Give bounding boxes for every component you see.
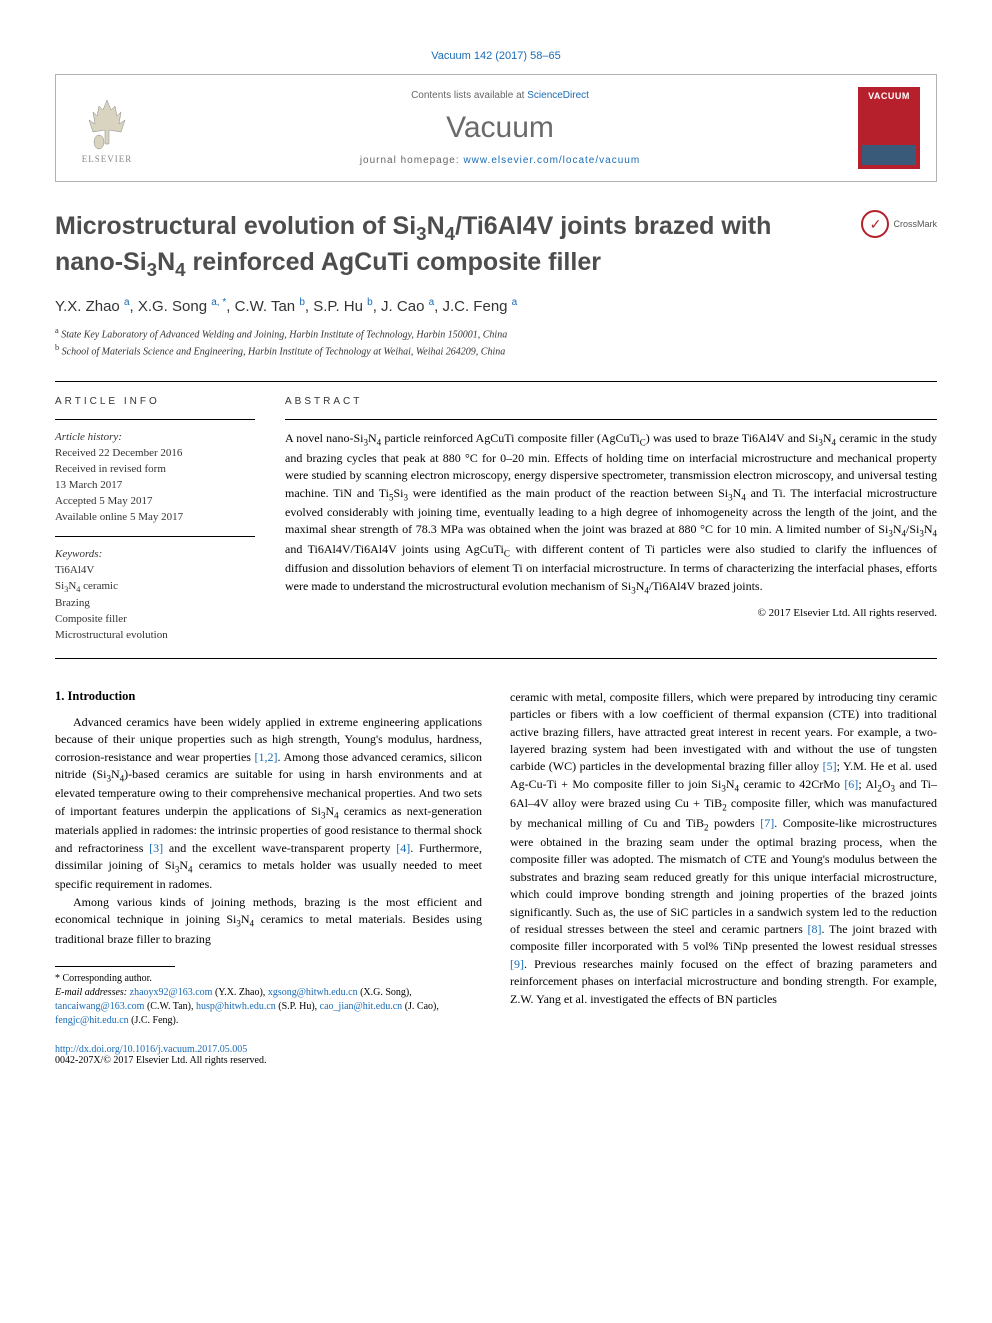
abstract-label: ABSTRACT bbox=[285, 396, 937, 407]
keyword: Composite filler bbox=[55, 612, 255, 628]
footnote-divider bbox=[55, 966, 175, 967]
authors-list: Y.X. Zhao a, X.G. Song a, *, C.W. Tan b,… bbox=[55, 297, 937, 315]
abstract-copyright: © 2017 Elsevier Ltd. All rights reserved… bbox=[285, 607, 937, 619]
crossmark-icon bbox=[861, 210, 889, 238]
crossmark-label: CrossMark bbox=[893, 219, 937, 229]
abstract-divider bbox=[285, 419, 937, 420]
affiliations: a State Key Laboratory of Advanced Weldi… bbox=[55, 325, 937, 360]
homepage-line: journal homepage: www.elsevier.com/locat… bbox=[142, 155, 858, 166]
contents-prefix: Contents lists available at bbox=[411, 90, 527, 101]
keyword: Microstructural evolution bbox=[55, 628, 255, 644]
cover-title: VACUUM bbox=[862, 91, 916, 101]
contents-line: Contents lists available at ScienceDirec… bbox=[142, 90, 858, 101]
keyword: Ti6Al4V bbox=[55, 563, 255, 579]
history-line: Received 22 December 2016 bbox=[55, 446, 255, 462]
body-columns: 1. Introduction Advanced ceramics have b… bbox=[55, 689, 937, 1066]
title-row: Microstructural evolution of Si3N4/Ti6Al… bbox=[55, 210, 937, 283]
sciencedirect-link[interactable]: ScienceDirect bbox=[527, 90, 589, 101]
history-line: Received in revised form bbox=[55, 462, 255, 478]
left-column: 1. Introduction Advanced ceramics have b… bbox=[55, 689, 482, 1066]
info-divider bbox=[55, 536, 255, 537]
keyword: Si3N4 ceramic bbox=[55, 579, 255, 596]
history-line: Available online 5 May 2017 bbox=[55, 510, 255, 526]
homepage-prefix: journal homepage: bbox=[360, 155, 464, 166]
doi-block: http://dx.doi.org/10.1016/j.vacuum.2017.… bbox=[55, 1044, 482, 1066]
doi-link[interactable]: http://dx.doi.org/10.1016/j.vacuum.2017.… bbox=[55, 1044, 247, 1055]
divider bbox=[55, 381, 937, 382]
keywords-head: Keywords: bbox=[55, 547, 255, 563]
article-info-label: ARTICLE INFO bbox=[55, 396, 255, 407]
header-center: Contents lists available at ScienceDirec… bbox=[142, 90, 858, 166]
article-title: Microstructural evolution of Si3N4/Ti6Al… bbox=[55, 210, 861, 283]
affiliation-a: a State Key Laboratory of Advanced Weldi… bbox=[55, 325, 937, 342]
issn-copyright: 0042-207X/© 2017 Elsevier Ltd. All right… bbox=[55, 1055, 266, 1066]
intro-heading: 1. Introduction bbox=[55, 689, 482, 704]
journal-cover-thumbnail: VACUUM bbox=[858, 87, 920, 169]
info-divider bbox=[55, 419, 255, 420]
keyword: Brazing bbox=[55, 596, 255, 612]
cover-image-placeholder bbox=[862, 145, 916, 165]
history-line: Accepted 5 May 2017 bbox=[55, 494, 255, 510]
email-addresses: E-mail addresses: zhaoyx92@163.com (Y.X.… bbox=[55, 986, 482, 1028]
abstract-text: A novel nano-Si3N4 particle reinforced A… bbox=[285, 430, 937, 597]
journal-name: Vacuum bbox=[142, 111, 858, 145]
footnotes: * Corresponding author. E-mail addresses… bbox=[55, 972, 482, 1028]
abstract-column: ABSTRACT A novel nano-Si3N4 particle rei… bbox=[285, 396, 937, 643]
history-head: Article history: bbox=[55, 430, 255, 446]
article-info-column: ARTICLE INFO Article history: Received 2… bbox=[55, 396, 255, 643]
right-column: ceramic with metal, composite fillers, w… bbox=[510, 689, 937, 1066]
crossmark-badge[interactable]: CrossMark bbox=[861, 210, 937, 238]
elsevier-tree-icon bbox=[79, 92, 135, 152]
divider bbox=[55, 658, 937, 659]
elsevier-logo: ELSEVIER bbox=[72, 88, 142, 168]
article-history: Article history: Received 22 December 20… bbox=[55, 430, 255, 526]
journal-reference: Vacuum 142 (2017) 58–65 bbox=[55, 50, 937, 62]
homepage-link[interactable]: www.elsevier.com/locate/vacuum bbox=[463, 155, 640, 166]
info-abstract-row: ARTICLE INFO Article history: Received 2… bbox=[55, 396, 937, 643]
header-box: ELSEVIER Contents lists available at Sci… bbox=[55, 74, 937, 182]
affiliation-b: b School of Materials Science and Engine… bbox=[55, 342, 937, 359]
history-line: 13 March 2017 bbox=[55, 478, 255, 494]
keywords-block: Keywords: Ti6Al4V Si3N4 ceramic Brazing … bbox=[55, 547, 255, 644]
intro-text-right: ceramic with metal, composite fillers, w… bbox=[510, 689, 937, 1008]
corresponding-author-note: * Corresponding author. bbox=[55, 972, 482, 986]
page-container: Vacuum 142 (2017) 58–65 ELSEVIER Content… bbox=[0, 0, 992, 1106]
intro-text-left: Advanced ceramics have been widely appli… bbox=[55, 714, 482, 948]
emails-label: E-mail addresses: bbox=[55, 987, 127, 998]
elsevier-label: ELSEVIER bbox=[82, 154, 133, 164]
